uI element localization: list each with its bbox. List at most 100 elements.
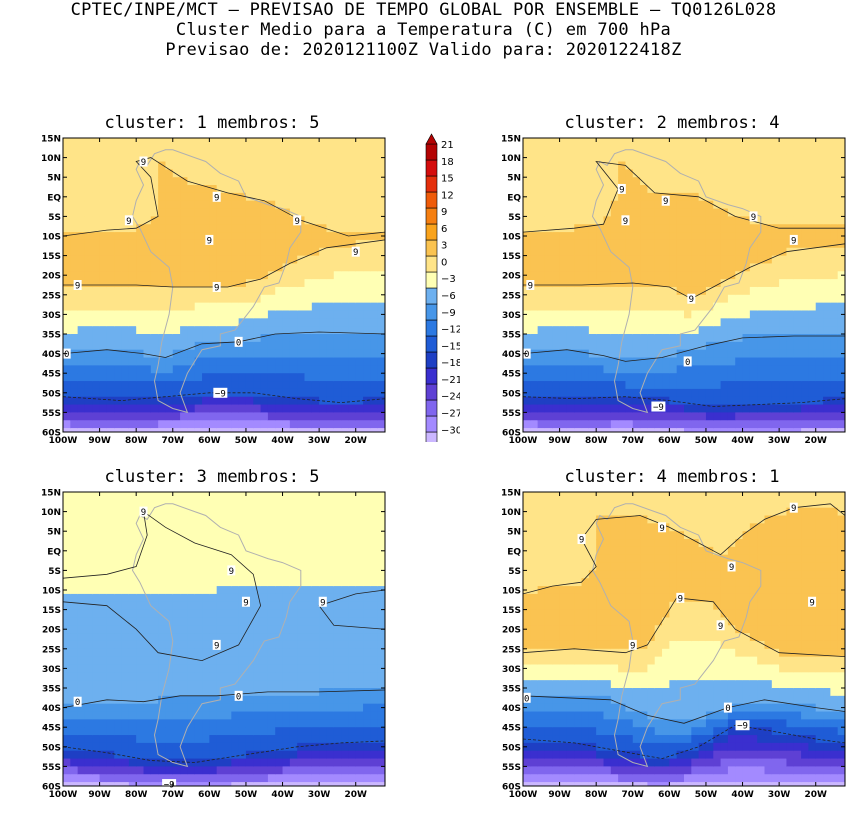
field-cell — [370, 303, 378, 311]
field-cell — [239, 248, 247, 256]
field-cell — [582, 295, 590, 303]
field-cell — [713, 365, 721, 373]
field-cell — [604, 358, 612, 366]
field-cell — [158, 177, 166, 185]
field-cell — [363, 193, 371, 201]
field-cell — [669, 232, 677, 240]
field-cell — [290, 240, 298, 248]
field-cell — [640, 201, 648, 209]
field-cell — [677, 193, 685, 201]
field-cell — [779, 232, 787, 240]
field-cell — [735, 326, 743, 334]
field-cell — [129, 240, 137, 248]
field-cell — [283, 649, 291, 657]
field-cell — [699, 154, 707, 162]
field-cell — [165, 373, 173, 381]
field-cell — [144, 704, 152, 712]
field-cell — [312, 492, 320, 500]
field-cell — [209, 704, 217, 712]
field-cell — [78, 672, 86, 680]
field-cell — [92, 719, 100, 727]
field-cell — [348, 373, 356, 381]
field-cell — [538, 154, 546, 162]
field-cell — [721, 169, 729, 177]
field-cell — [100, 224, 108, 232]
field-cell — [589, 389, 597, 397]
field-cell — [290, 193, 298, 201]
field-cell — [78, 216, 86, 224]
field-cell — [334, 641, 342, 649]
field-cell — [239, 617, 247, 625]
field-cell — [180, 539, 188, 547]
field-cell — [669, 240, 677, 248]
field-cell — [530, 295, 538, 303]
field-cell — [92, 563, 100, 571]
field-cell — [158, 743, 166, 751]
field-cell — [721, 240, 729, 248]
field-cell — [283, 531, 291, 539]
field-cell — [356, 279, 364, 287]
field-cell — [122, 169, 130, 177]
field-cell — [275, 727, 283, 735]
field-cell — [589, 295, 597, 303]
field-cell — [217, 602, 225, 610]
field-cell — [122, 531, 130, 539]
field-cell — [530, 373, 538, 381]
field-cell — [100, 555, 108, 563]
field-cell — [662, 162, 670, 170]
field-cell — [224, 766, 232, 774]
field-cell — [261, 318, 269, 326]
field-cell — [209, 586, 217, 594]
field-cell — [677, 216, 685, 224]
field-cell — [326, 287, 334, 295]
field-cell — [560, 350, 568, 358]
field-cell — [378, 146, 386, 154]
field-cell — [122, 547, 130, 555]
field-cell — [290, 201, 298, 209]
field-cell — [239, 224, 247, 232]
field-cell — [187, 680, 195, 688]
field-cell — [275, 594, 283, 602]
field-cell — [370, 389, 378, 397]
field-cell — [633, 162, 641, 170]
field-cell — [312, 373, 320, 381]
field-cell — [552, 373, 560, 381]
field-cell — [750, 154, 758, 162]
field-cell — [122, 201, 130, 209]
field-cell — [195, 555, 203, 563]
field-cell — [596, 334, 604, 342]
field-cell — [319, 169, 327, 177]
field-cell — [691, 389, 699, 397]
field-cell — [114, 547, 122, 555]
field-cell — [326, 295, 334, 303]
field-cell — [114, 774, 122, 782]
field-cell — [567, 185, 575, 193]
field-cell — [129, 232, 137, 240]
field-cell — [85, 295, 93, 303]
field-cell — [640, 326, 648, 334]
field-cell — [165, 201, 173, 209]
field-cell — [100, 492, 108, 500]
field-cell — [283, 625, 291, 633]
field-cell — [158, 641, 166, 649]
field-cell — [830, 381, 838, 389]
field-cell — [246, 138, 254, 146]
field-cell — [261, 617, 269, 625]
field-cell — [370, 169, 378, 177]
field-cell — [202, 664, 210, 672]
field-cell — [253, 256, 261, 264]
field-cell — [129, 334, 137, 342]
field-cell — [261, 578, 269, 586]
field-cell — [326, 516, 334, 524]
field-cell — [326, 766, 334, 774]
field-cell — [129, 193, 137, 201]
field-cell — [699, 350, 707, 358]
field-cell — [151, 766, 159, 774]
field-cell — [808, 389, 816, 397]
field-cell — [706, 326, 714, 334]
field-cell — [114, 555, 122, 563]
field-cell — [85, 373, 93, 381]
field-cell — [757, 248, 765, 256]
field-cell — [319, 162, 327, 170]
field-cell — [173, 523, 181, 531]
